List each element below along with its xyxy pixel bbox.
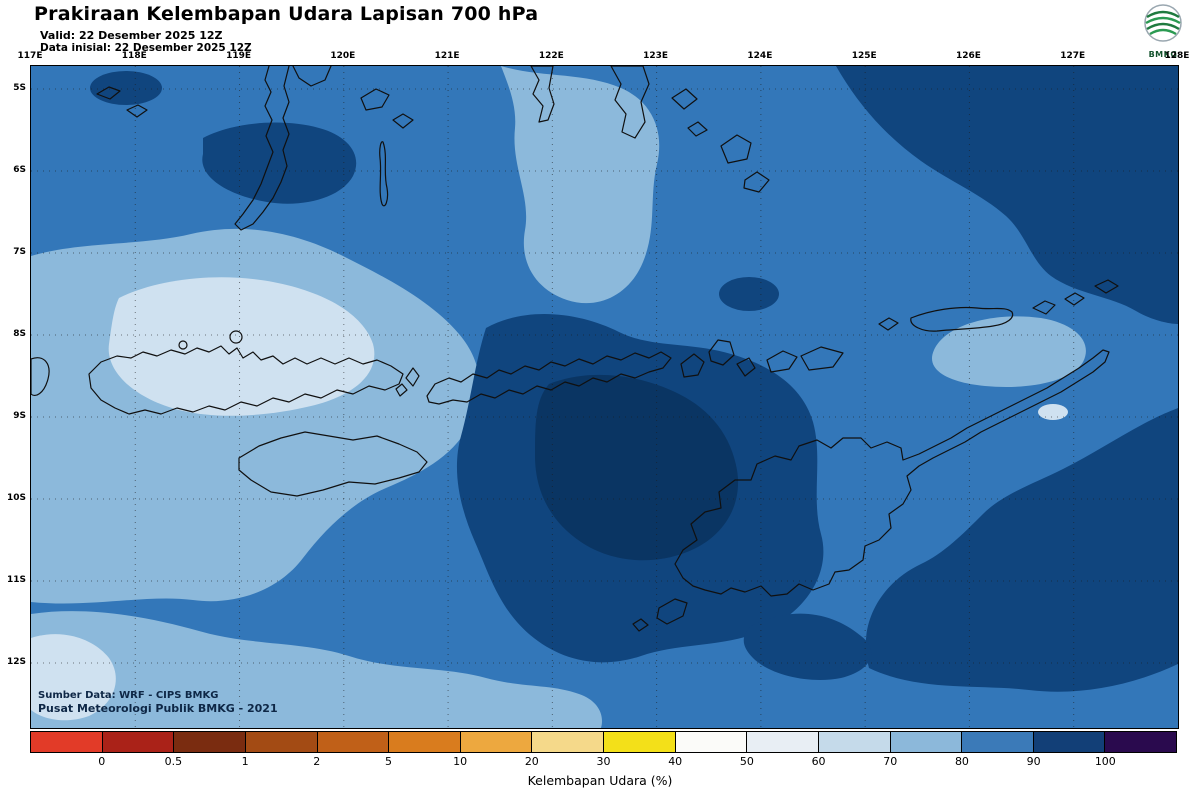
lat-tick-label: 6S (13, 165, 26, 175)
colorbar-cell (532, 732, 604, 752)
coast-muna (530, 66, 555, 123)
coast-sumbawa (88, 345, 404, 415)
colorbar-cell (245, 732, 318, 752)
coast-wakatobi (720, 134, 752, 164)
colorbar-tick: 30 (596, 755, 611, 768)
colorbar-cell (174, 732, 246, 752)
lon-tick-label: 119E (226, 51, 251, 61)
colorbar-cell (1105, 732, 1176, 752)
lon-tick-label: 117E (17, 51, 43, 61)
coast-lembata (708, 339, 735, 366)
lat-tick-label: 5S (13, 83, 26, 93)
humidity-region-60-70 (31, 277, 1068, 721)
colorbar-tick: 5 (384, 755, 392, 768)
data-source-credit: Sumber Data: WRF - CIPS BMKG (38, 690, 219, 701)
initial-time-label: Data inisial: 22 Desember 2025 12Z (40, 42, 252, 54)
colorbar-cell (675, 732, 748, 752)
coast-buton (610, 66, 650, 139)
coast-wetar (910, 306, 1014, 332)
bmkg-logo-icon (1144, 4, 1182, 42)
lon-tick-label: 121E (434, 51, 460, 61)
colorbar-cell (747, 732, 819, 752)
colorbar-tick: 0 (98, 755, 106, 768)
coastlines (31, 66, 1119, 632)
colorbar-tick: 0.5 (164, 755, 183, 768)
coast-lombok-edge (31, 357, 50, 397)
colorbar-cell (818, 732, 891, 752)
colorbar-cell (890, 732, 963, 752)
humidity-core-max (535, 374, 739, 561)
colorbar-tick: 40 (668, 755, 683, 768)
colorbar-tick: 2 (313, 755, 321, 768)
colorbar-tick: 90 (1026, 755, 1041, 768)
lat-tick-label: 7S (13, 247, 26, 257)
coast-rote (656, 598, 688, 625)
colorbar-cell (102, 732, 175, 752)
lon-tick-label: 120E (330, 51, 356, 61)
bmkg-logo-text: BMKG (1148, 50, 1178, 59)
lat-tick-label: 11S (6, 575, 26, 585)
colorbar-caption: Kelembapan Udara (%) (527, 773, 673, 788)
colorbar-tick: 10 (453, 755, 468, 768)
colorbar-tick: 50 (739, 755, 754, 768)
valid-time-label: Valid: 22 Desember 2025 12Z (40, 29, 223, 42)
lon-tick-label: 128E (1164, 51, 1190, 61)
colorbar-cell (389, 732, 461, 752)
coast-selayar (379, 141, 389, 207)
latitude-axis: 5S 6S 7S 8S 9S 10S 11S 12S (0, 0, 28, 800)
lat-tick-label: 8S (13, 329, 26, 339)
lat-tick-label: 9S (13, 411, 26, 421)
colorbar-tick-labels: 0 0.5 1 2 5 10 20 30 40 50 60 70 80 90 100 (30, 755, 1177, 770)
colorbar-tick: 60 (811, 755, 826, 768)
lon-tick-label: 123E (643, 51, 669, 61)
colorbar-tick: 20 (524, 755, 539, 768)
page-title: Prakiraan Kelembapan Udara Lapisan 700 h… (34, 3, 539, 25)
lon-tick-label: 127E (1060, 51, 1086, 61)
lon-tick-label: 125E (851, 51, 877, 61)
colorbar-tick: 100 (1094, 755, 1116, 768)
humidity-colorbar (30, 731, 1177, 753)
coast-south-sulawesi (234, 66, 290, 231)
lon-tick-label: 122E (538, 51, 564, 61)
lon-tick-label: 118E (121, 51, 147, 61)
colorbar-tick: 1 (241, 755, 249, 768)
lon-tick-label: 124E (747, 51, 773, 61)
coast-timor (674, 349, 1110, 597)
coast-sumba (238, 431, 428, 497)
lon-tick-label: 126E (955, 51, 981, 61)
colorbar-cell (962, 732, 1034, 752)
graticule-grid (31, 66, 1178, 728)
lat-tick-label: 10S (6, 493, 26, 503)
longitude-axis: 117E 118E 119E 120E 121E 122E 123E 124E 125E 126E… (0, 0, 1200, 65)
lat-tick-label: 12S (6, 657, 26, 667)
coast-alor (800, 346, 844, 371)
colorbar-tick: 70 (883, 755, 898, 768)
colorbar-cell (1033, 732, 1106, 752)
colorbar-cell (604, 732, 676, 752)
map-plot-area (30, 65, 1179, 729)
coast-sulawesi-se (292, 66, 332, 87)
colorbar-cell (460, 732, 533, 752)
coast-pantar (766, 350, 798, 373)
colorbar-tick: 80 (954, 755, 969, 768)
colorbar-cell (317, 732, 390, 752)
colorbar-cell (31, 732, 103, 752)
bmkg-logo: BMKG (1140, 2, 1186, 59)
coast-flores (426, 351, 672, 405)
humidity-contour-map (31, 66, 1178, 728)
publisher-credit: Pusat Meteorologi Publik BMKG - 2021 (38, 702, 278, 715)
